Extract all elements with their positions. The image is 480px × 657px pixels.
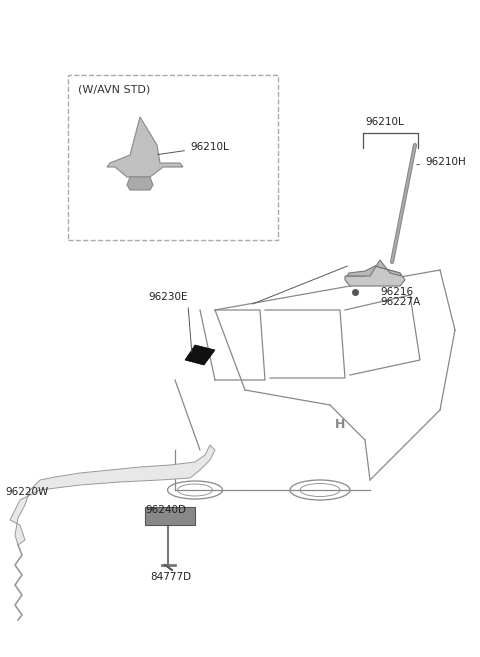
Polygon shape [127,177,153,190]
Text: H: H [335,419,345,432]
Polygon shape [345,266,405,286]
Text: 96240D: 96240D [145,505,186,515]
Polygon shape [185,345,215,365]
Polygon shape [107,117,183,177]
Text: 96227A: 96227A [380,297,420,307]
Text: 96230E: 96230E [148,292,188,302]
Text: 96210L: 96210L [158,142,229,154]
Text: 96220W: 96220W [5,487,48,497]
Text: 96210H: 96210H [417,157,466,167]
Text: 84777D: 84777D [150,572,191,582]
Polygon shape [10,445,215,545]
Bar [68,75,278,240]
Polygon shape [347,260,401,276]
Text: 96210L: 96210L [366,117,404,127]
Bar [145,507,195,525]
Text: (W/AVN STD): (W/AVN STD) [78,85,150,95]
Text: 96216: 96216 [380,287,413,297]
